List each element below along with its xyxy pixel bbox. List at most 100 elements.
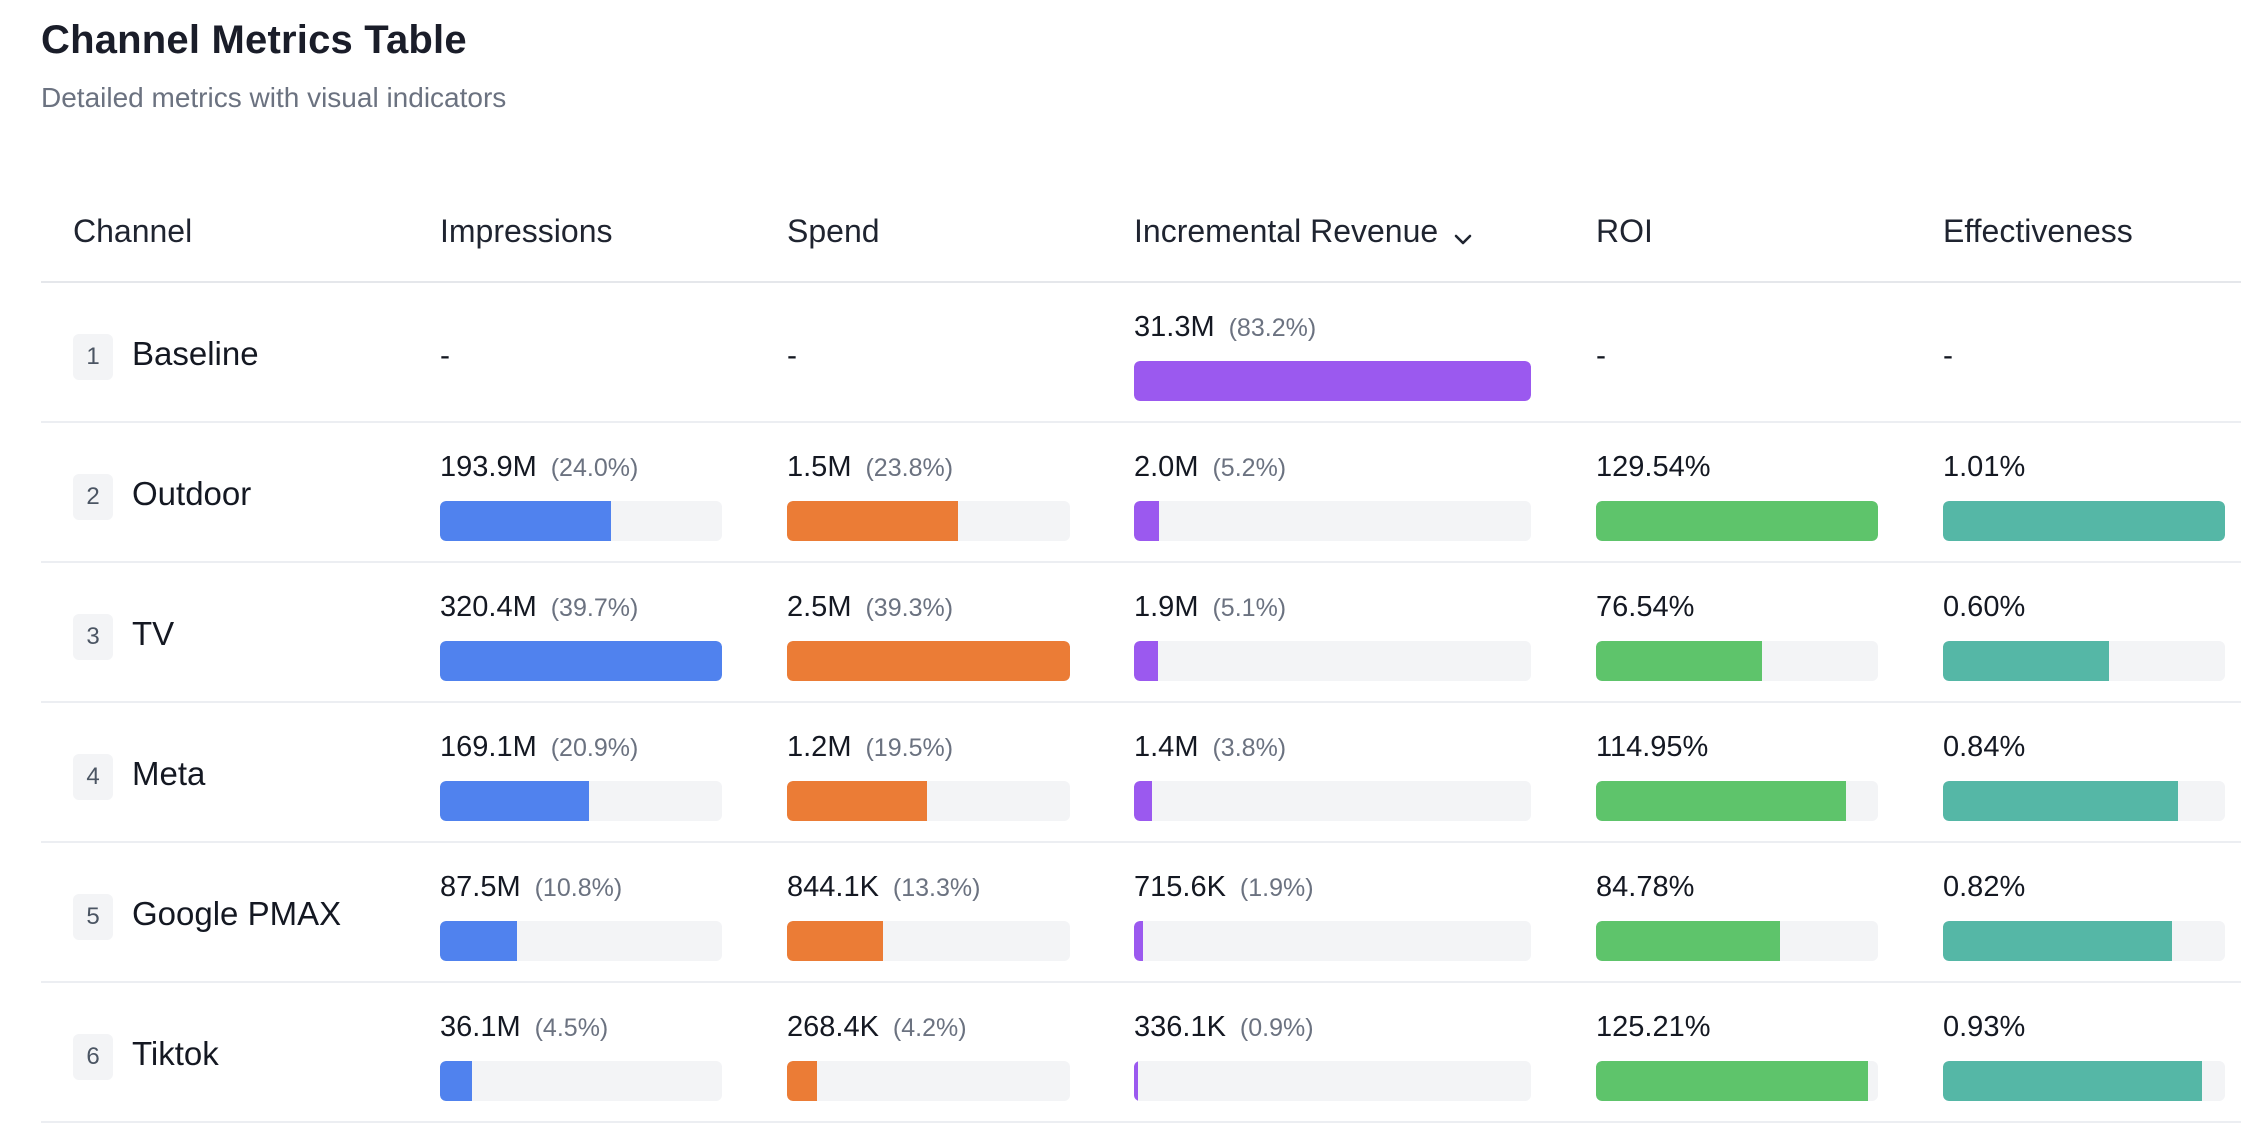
- roi-bar-fill: [1596, 501, 1878, 541]
- effectiveness-empty-value: -: [1943, 339, 1953, 372]
- column-header-roi[interactable]: ROI: [1596, 213, 1653, 250]
- revenue-share: (0.9%): [1239, 1014, 1314, 1042]
- roi-value: 125.21%: [1596, 1011, 1711, 1043]
- impressions-bar-fill: [440, 1061, 472, 1101]
- revenue-value-line: 31.3M (83.2%): [1134, 311, 1316, 344]
- spend-share: (23.8%): [865, 454, 954, 482]
- impressions-value: 169.1M: [440, 731, 537, 763]
- column-header-channel[interactable]: Channel: [73, 213, 192, 250]
- impressions-share: (24.0%): [550, 454, 639, 482]
- impressions-value: 193.9M: [440, 451, 537, 483]
- revenue-bar-fill: [1134, 501, 1159, 541]
- roi-value: 76.54%: [1596, 591, 1695, 623]
- table-row[interactable]: 3 TV 320.4M (39.7%) 2.5M (39.3%) 1.9M (5.1%) 76.…: [41, 563, 2241, 703]
- table-row[interactable]: 6 Tiktok 36.1M (4.5%) 268.4K (4.2%) 336.1K (0.9…: [41, 983, 2241, 1123]
- roi-bar-fill: [1596, 921, 1781, 961]
- spend-value: 844.1K: [787, 871, 879, 903]
- impressions-value-line: 87.5M (10.8%): [440, 871, 622, 904]
- page-subtitle: Detailed metrics with visual indicators: [41, 82, 507, 113]
- revenue-value-line: 1.9M (5.1%): [1134, 591, 1286, 624]
- impressions-value: 320.4M: [440, 591, 537, 623]
- effectiveness-bar-fill: [1943, 641, 2110, 681]
- impressions-share: (4.5%): [534, 1014, 609, 1042]
- spend-bar-fill: [787, 641, 1070, 681]
- revenue-bar-track: [1134, 921, 1531, 961]
- channel-metrics-table: Channel Impressions Spend Incremental Re…: [41, 185, 2241, 1123]
- revenue-share: (3.8%): [1212, 734, 1287, 762]
- revenue-bar-fill: [1134, 361, 1531, 401]
- column-header-impressions[interactable]: Impressions: [440, 213, 613, 250]
- roi-bar-track: [1596, 1061, 1878, 1101]
- roi-bar-track: [1596, 921, 1878, 961]
- channel-name: Baseline: [132, 335, 259, 372]
- roi-bar-fill: [1596, 641, 1763, 681]
- table-row[interactable]: 1 Baseline - - 31.3M (83.2%) - -: [41, 283, 2241, 423]
- impressions-value-line: 193.9M (24.0%): [440, 451, 638, 484]
- impressions-value-line: 320.4M (39.7%): [440, 591, 638, 624]
- roi-value-line: 114.95%: [1596, 731, 1708, 764]
- effectiveness-value-line: 0.60%: [1943, 591, 2025, 624]
- revenue-share: (83.2%): [1228, 314, 1317, 342]
- spend-value-line: 268.4K (4.2%): [787, 1011, 967, 1044]
- revenue-value: 1.4M: [1134, 731, 1199, 763]
- roi-bar-track: [1596, 641, 1878, 681]
- revenue-value-line: 715.6K (1.9%): [1134, 871, 1314, 904]
- roi-value-line: 129.54%: [1596, 451, 1711, 484]
- revenue-value-line: 2.0M (5.2%): [1134, 451, 1286, 484]
- revenue-value: 336.1K: [1134, 1011, 1226, 1043]
- revenue-share: (1.9%): [1239, 874, 1314, 902]
- effectiveness-value-line: 1.01%: [1943, 451, 2025, 484]
- spend-bar-track: [787, 641, 1070, 681]
- rank-badge: 4: [73, 754, 113, 800]
- spend-bar-fill: [787, 781, 928, 821]
- revenue-value: 31.3M: [1134, 311, 1215, 343]
- spend-bar-track: [787, 921, 1070, 961]
- roi-bar-track: [1596, 501, 1878, 541]
- table-row[interactable]: 5 Google PMAX 87.5M (10.8%) 844.1K (13.3%) 715…: [41, 843, 2241, 983]
- spend-value-line: 1.5M (23.8%): [787, 451, 953, 484]
- table-header: Channel Impressions Spend Incremental Re…: [41, 185, 2241, 283]
- column-header-label: Incremental Revenue: [1134, 213, 1439, 249]
- revenue-value-line: 336.1K (0.9%): [1134, 1011, 1314, 1044]
- impressions-bar-track: [440, 501, 722, 541]
- spend-value: 1.5M: [787, 451, 852, 483]
- impressions-empty-value: -: [440, 339, 450, 372]
- rank-badge: 6: [73, 1034, 113, 1080]
- table-row[interactable]: 2 Outdoor 193.9M (24.0%) 1.5M (23.8%) 2.0M (5.2…: [41, 423, 2241, 563]
- roi-value-line: 125.21%: [1596, 1011, 1711, 1044]
- column-header-label: Channel: [73, 213, 193, 249]
- table-row[interactable]: 4 Meta 169.1M (20.9%) 1.2M (19.5%) 1.4M (3.8%) 1…: [41, 703, 2241, 843]
- revenue-bar-track: [1134, 781, 1531, 821]
- revenue-bar-fill: [1134, 781, 1152, 821]
- effectiveness-bar-fill: [1943, 1061, 2203, 1101]
- effectiveness-value-line: 0.84%: [1943, 731, 2025, 764]
- spend-value-line: 1.2M (19.5%): [787, 731, 953, 764]
- column-header-spend[interactable]: Spend: [787, 213, 880, 250]
- revenue-bar-track: [1134, 501, 1531, 541]
- revenue-bar-track: [1134, 361, 1531, 401]
- page-title: Channel Metrics Table: [41, 18, 467, 62]
- revenue-bar-track: [1134, 1061, 1531, 1101]
- column-header-label: Effectiveness: [1943, 213, 2133, 249]
- roi-value: 129.54%: [1596, 451, 1711, 483]
- effectiveness-bar-fill: [1943, 921, 2172, 961]
- impressions-bar-track: [440, 921, 722, 961]
- column-header-effectiveness[interactable]: Effectiveness: [1943, 213, 2133, 250]
- column-header-incremental-revenue[interactable]: Incremental Revenue: [1134, 213, 1474, 250]
- impressions-bar-fill: [440, 501, 611, 541]
- channel-name: Meta: [132, 755, 206, 792]
- channel-name: Outdoor: [132, 475, 252, 512]
- effectiveness-value-line: 0.93%: [1943, 1011, 2025, 1044]
- roi-value-line: 76.54%: [1596, 591, 1694, 624]
- channel-name: TV: [132, 615, 175, 652]
- effectiveness-value-line: 0.82%: [1943, 871, 2025, 904]
- chevron-down-icon[interactable]: [1452, 221, 1474, 244]
- impressions-value: 87.5M: [440, 871, 521, 903]
- revenue-share: (5.2%): [1212, 454, 1287, 482]
- impressions-value-line: 169.1M (20.9%): [440, 731, 638, 764]
- roi-empty-value: -: [1596, 339, 1606, 372]
- effectiveness-value: 1.01%: [1943, 451, 2026, 483]
- revenue-share: (5.1%): [1212, 594, 1287, 622]
- rank-badge: 1: [73, 334, 113, 380]
- spend-share: (4.2%): [892, 1014, 967, 1042]
